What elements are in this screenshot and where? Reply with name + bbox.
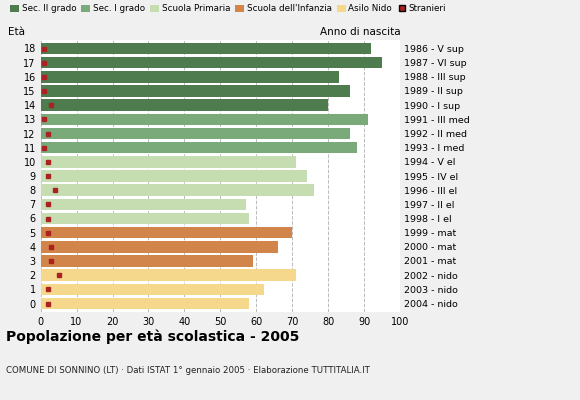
Bar [41,241,278,253]
Bar [41,298,249,309]
Bar [41,198,245,210]
Text: Anno di nascita: Anno di nascita [320,27,400,37]
Bar [41,57,382,68]
Text: Popolazione per età scolastica - 2005: Popolazione per età scolastica - 2005 [6,330,299,344]
Bar [41,43,371,54]
Bar [41,99,328,111]
Bar [41,114,368,125]
Bar [41,284,263,295]
Bar [41,142,357,154]
Text: Età: Età [8,27,26,37]
Bar [41,184,314,196]
Bar [41,213,249,224]
Bar [41,85,350,97]
Bar [41,227,292,238]
Text: COMUNE DI SONNINO (LT) · Dati ISTAT 1° gennaio 2005 · Elaborazione TUTTITALIA.IT: COMUNE DI SONNINO (LT) · Dati ISTAT 1° g… [6,366,369,375]
Bar [41,269,296,281]
Bar [41,128,350,139]
Legend: Sec. II grado, Sec. I grado, Scuola Primaria, Scuola dell'Infanzia, Asilo Nido, : Sec. II grado, Sec. I grado, Scuola Prim… [10,4,446,13]
Bar [41,156,296,168]
Bar [41,71,339,83]
Bar [41,170,307,182]
Bar [41,255,253,267]
